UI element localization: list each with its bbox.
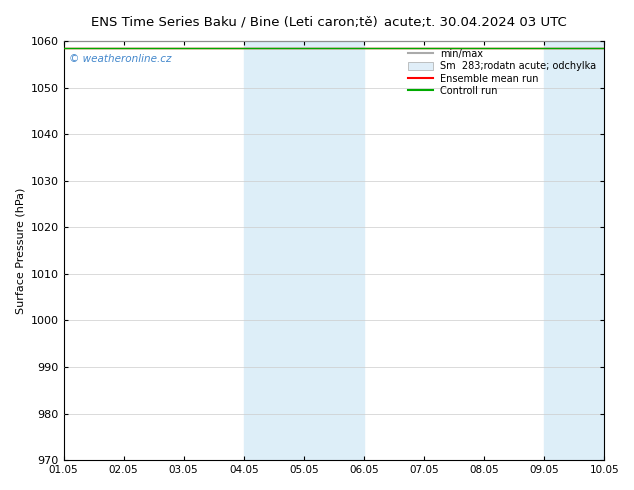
Text: ENS Time Series Baku / Bine (Leti caron;tě): ENS Time Series Baku / Bine (Leti caron;… <box>91 16 378 29</box>
Bar <box>243 41 364 460</box>
Legend: min/max, Sm  283;rodatn acute; odchylka, Ensemble mean run, Controll run: min/max, Sm 283;rodatn acute; odchylka, … <box>405 46 599 99</box>
Text: © weatheronline.cz: © weatheronline.cz <box>69 53 171 64</box>
Text: acute;t. 30.04.2024 03 UTC: acute;t. 30.04.2024 03 UTC <box>384 16 567 29</box>
Bar <box>544 41 604 460</box>
Y-axis label: Surface Pressure (hPa): Surface Pressure (hPa) <box>15 187 25 314</box>
